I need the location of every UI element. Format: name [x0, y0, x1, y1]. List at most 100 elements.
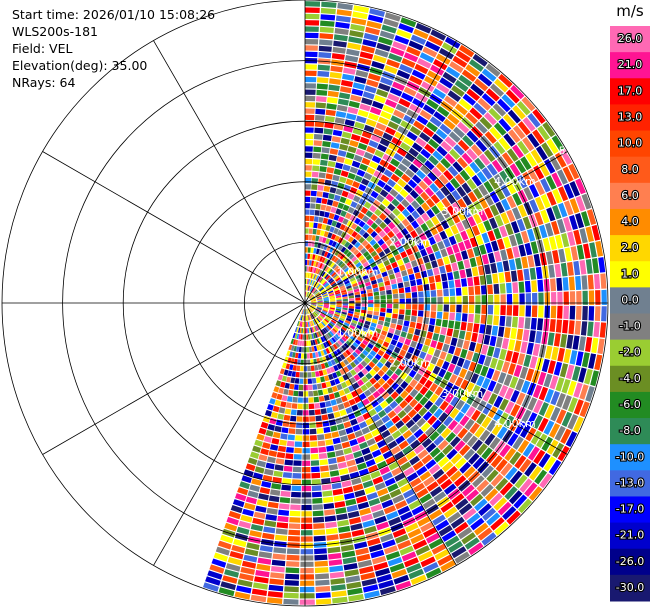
velocity-gate: [429, 447, 441, 458]
velocity-gate: [516, 101, 531, 116]
velocity-gate: [459, 269, 466, 279]
velocity-gate: [317, 305, 323, 307]
velocity-gate: [319, 39, 333, 46]
velocity-gate: [323, 299, 329, 302]
velocity-gate: [273, 386, 280, 393]
velocity-gate: [407, 268, 414, 275]
velocity-gate: [286, 554, 300, 561]
velocity-gate: [365, 210, 374, 218]
velocity-gate: [459, 368, 468, 379]
velocity-gate: [441, 530, 457, 542]
velocity-gate: [374, 226, 383, 234]
velocity-gate: [311, 313, 316, 318]
velocity-gate: [380, 110, 392, 120]
velocity-gate: [265, 462, 275, 470]
velocity-gate: [473, 276, 480, 286]
velocity-gate: [291, 403, 298, 409]
velocity-gate: [575, 195, 586, 212]
velocity-gate: [594, 354, 603, 371]
velocity-gate: [481, 232, 490, 244]
velocity-gate: [316, 283, 321, 289]
velocity-gate: [367, 343, 374, 350]
velocity-gate: [399, 309, 405, 315]
velocity-gate: [407, 360, 415, 369]
velocity-gate: [496, 261, 504, 273]
velocity-gate: [390, 339, 398, 346]
velocity-gate: [336, 383, 343, 391]
velocity-gate: [322, 141, 331, 148]
velocity-gate: [345, 152, 355, 160]
velocity-gate: [268, 495, 280, 503]
velocity-gate: [462, 295, 468, 305]
velocity-gate: [367, 310, 373, 315]
velocity-gate: [538, 453, 551, 468]
velocity-gate: [279, 497, 291, 504]
colorbar-segment: [610, 130, 650, 158]
velocity-gate: [543, 420, 555, 435]
velocity-gate: [310, 441, 318, 447]
velocity-gate: [346, 504, 358, 513]
velocity-gate: [288, 428, 296, 434]
velocity-gate: [372, 315, 379, 320]
velocity-gate: [500, 305, 506, 316]
velocity-gate: [438, 174, 449, 185]
velocity-gate: [438, 525, 453, 537]
velocity-gate: [271, 438, 280, 445]
velocity-gate: [323, 295, 329, 298]
velocity-gate: [499, 398, 509, 411]
velocity-gate: [410, 354, 418, 363]
velocity-gate: [367, 181, 376, 190]
velocity-gate: [267, 591, 283, 598]
velocity-gate: [460, 391, 470, 402]
velocity-gate: [356, 553, 371, 562]
velocity-gate: [454, 376, 464, 387]
velocity-gate: [384, 477, 396, 487]
velocity-gate: [404, 152, 416, 163]
velocity-gate: [320, 159, 328, 166]
velocity-gate: [503, 374, 513, 387]
velocity-gate: [289, 517, 301, 523]
velocity-gate: [420, 191, 430, 201]
velocity-gate: [234, 591, 251, 600]
velocity-gate: [286, 376, 291, 383]
velocity-gate: [506, 209, 516, 222]
velocity-gate: [523, 268, 530, 281]
velocity-gate: [404, 286, 411, 293]
velocity-gate: [328, 268, 333, 275]
velocity-gate: [557, 169, 568, 185]
velocity-gate: [305, 127, 314, 133]
velocity-gate: [334, 311, 341, 315]
velocity-gate: [305, 26, 319, 32]
velocity-gate: [386, 59, 400, 69]
velocity-gate: [222, 575, 238, 584]
colorbar-tick-label: 4.0: [621, 215, 639, 228]
velocity-gate: [226, 516, 239, 526]
velocity-gate: [418, 291, 424, 298]
velocity-gate: [401, 58, 416, 68]
velocity-gate: [335, 277, 341, 282]
velocity-gate: [376, 460, 388, 470]
velocity-gate: [312, 312, 317, 318]
velocity-gate: [560, 262, 568, 277]
velocity-gate: [467, 216, 477, 227]
velocity-gate: [310, 273, 314, 279]
velocity-gate: [419, 232, 427, 242]
velocity-gate: [355, 233, 362, 241]
velocity-gate: [457, 427, 468, 439]
velocity-gate: [493, 315, 500, 326]
velocity-gate: [329, 321, 336, 326]
velocity-gate: [455, 287, 462, 296]
velocity-gate: [349, 277, 356, 282]
velocity-gate: [431, 243, 439, 253]
velocity-gate: [403, 52, 419, 63]
velocity-gate: [388, 461, 400, 471]
velocity-gate: [499, 315, 506, 327]
velocity-gate: [437, 297, 443, 304]
velocity-gate: [546, 191, 557, 206]
velocity-gate: [404, 233, 413, 242]
velocity-gate: [341, 291, 348, 295]
velocity-gate: [224, 569, 239, 578]
velocity-gate: [268, 584, 284, 592]
velocity-gate: [481, 377, 491, 390]
velocity-gate: [378, 203, 386, 212]
